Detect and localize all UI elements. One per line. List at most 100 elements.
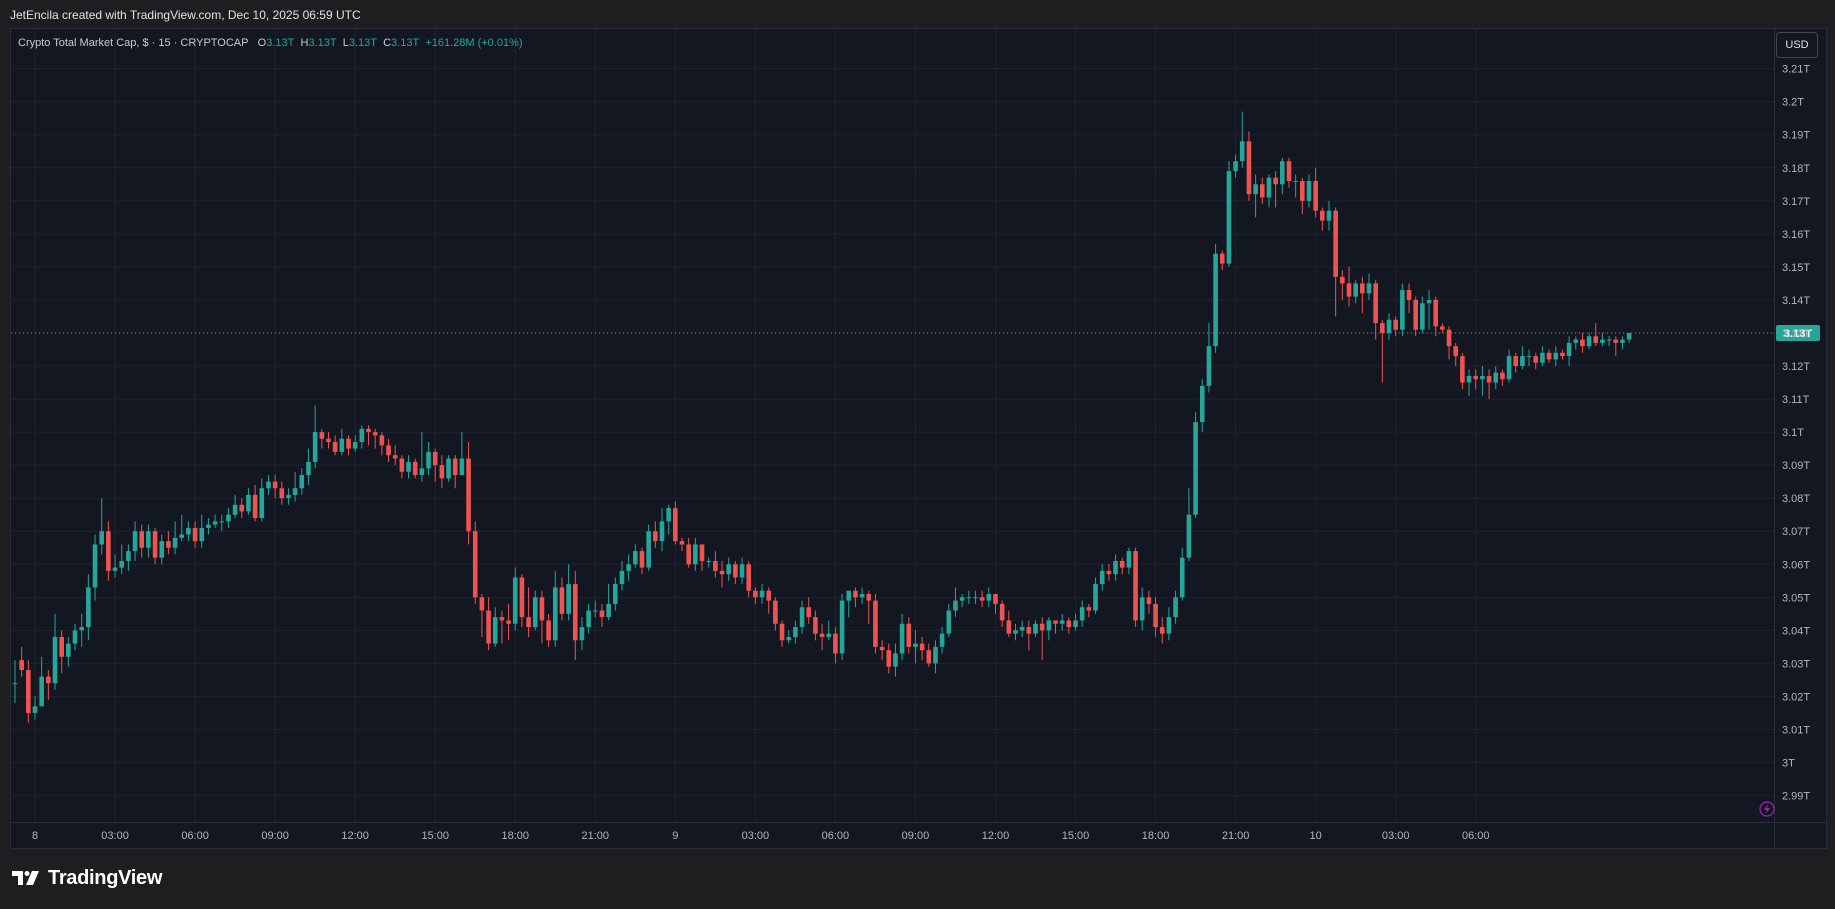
lightning-icon[interactable] [1759, 801, 1775, 817]
currency-button[interactable]: USD [1776, 32, 1818, 58]
candle [252, 484, 258, 522]
candle [853, 587, 858, 608]
candle-body [132, 531, 138, 552]
candle-body [86, 587, 91, 628]
candle [626, 554, 631, 581]
candle-body [1239, 141, 1245, 162]
candle-body [139, 531, 145, 548]
candle [52, 613, 58, 690]
candle [1199, 379, 1205, 433]
candle-body [492, 617, 498, 644]
candle-body [846, 590, 852, 601]
candle-body [1626, 332, 1632, 340]
candle [1453, 342, 1459, 367]
candle [459, 432, 465, 476]
candle [1286, 157, 1292, 188]
candle [1313, 167, 1318, 218]
candle-body [753, 590, 758, 598]
candle [1366, 273, 1372, 300]
chart-panel[interactable]: 3.13T 2.99T 3T 3.01T 3.02T 3.03T 3.04T 3.05T 3.… [10, 28, 1827, 849]
candle [346, 435, 351, 456]
candle [1620, 336, 1625, 350]
candle-body [239, 504, 245, 512]
y-tick-label: 3.18T [1782, 163, 1810, 175]
candle-body [1266, 177, 1272, 198]
candle [532, 590, 538, 631]
y-tick-label: 3T [1782, 758, 1795, 770]
candle [319, 428, 325, 449]
candle-body [1386, 319, 1392, 333]
y-tick-label: 3.12T [1782, 361, 1810, 373]
candle [926, 643, 932, 667]
candle-body [319, 432, 325, 439]
x-tick-label: 06:00 [822, 830, 850, 842]
high-value: 3.13T [308, 37, 337, 49]
candle-body [879, 646, 885, 651]
candle-body [666, 508, 671, 522]
candle [19, 646, 24, 677]
close-value: 3.13T [391, 37, 420, 49]
y-tick-label: 3.02T [1782, 691, 1810, 703]
candle-body [1153, 603, 1158, 628]
candle [92, 534, 98, 601]
candle-body [1333, 210, 1338, 277]
candle-body [906, 623, 912, 647]
candle [1420, 296, 1425, 333]
candle [1340, 270, 1345, 300]
candle [1333, 207, 1338, 317]
candle-body [1340, 276, 1345, 284]
candle-body [1179, 557, 1185, 598]
candle-body [212, 521, 218, 525]
candle-body [773, 600, 778, 624]
candle [759, 584, 765, 604]
candle-body [646, 531, 651, 568]
high-label: H [300, 37, 309, 49]
candle-body [726, 564, 731, 575]
candle [126, 544, 131, 571]
candle-body [572, 584, 578, 641]
candle [506, 603, 511, 641]
candle [946, 603, 952, 637]
candle [1346, 266, 1352, 307]
last-price-line: 3.13T [11, 324, 1820, 341]
candle-body [472, 531, 478, 598]
candle [539, 590, 545, 644]
candlestick-chart[interactable]: 3.13T 2.99T 3T 3.01T 3.02T 3.03T 3.04T 3.05T 3.… [11, 29, 1826, 848]
candle-body [633, 551, 638, 565]
y-tick-label: 2.99T [1782, 791, 1810, 803]
candle [973, 590, 978, 604]
candle-body [606, 603, 611, 618]
candle-body [1093, 584, 1098, 611]
open-label: O [257, 37, 267, 49]
candle [1626, 332, 1632, 343]
candle-body [1560, 352, 1565, 357]
candle [1280, 157, 1285, 195]
candle [1520, 346, 1525, 370]
candle [526, 587, 531, 637]
price-axis: 2.99T 3T 3.01T 3.02T 3.03T 3.04T 3.05T 3.06T 3.0… [1759, 29, 1810, 848]
candle [186, 521, 191, 542]
candle-body [46, 676, 51, 684]
candle [572, 570, 578, 661]
candle [1213, 243, 1218, 353]
candle [472, 521, 478, 604]
candle-body [1373, 283, 1378, 324]
candle-body [1039, 623, 1045, 631]
candle [1126, 547, 1132, 575]
x-tick-label: 03:00 [742, 830, 770, 842]
candle [452, 455, 458, 489]
candle-body [1286, 161, 1292, 181]
candle-body [1193, 422, 1198, 515]
candle-body [592, 610, 598, 612]
candle [1113, 554, 1118, 581]
candle [979, 590, 985, 608]
candle [1026, 620, 1032, 651]
candle-body [559, 587, 565, 614]
candle-body [439, 465, 445, 479]
candle [619, 560, 625, 591]
candle-body [679, 541, 685, 545]
tradingview-logo[interactable]: TradingView [12, 866, 162, 890]
candle [1546, 349, 1552, 363]
candle-body [826, 633, 832, 637]
candle-body [246, 494, 251, 512]
